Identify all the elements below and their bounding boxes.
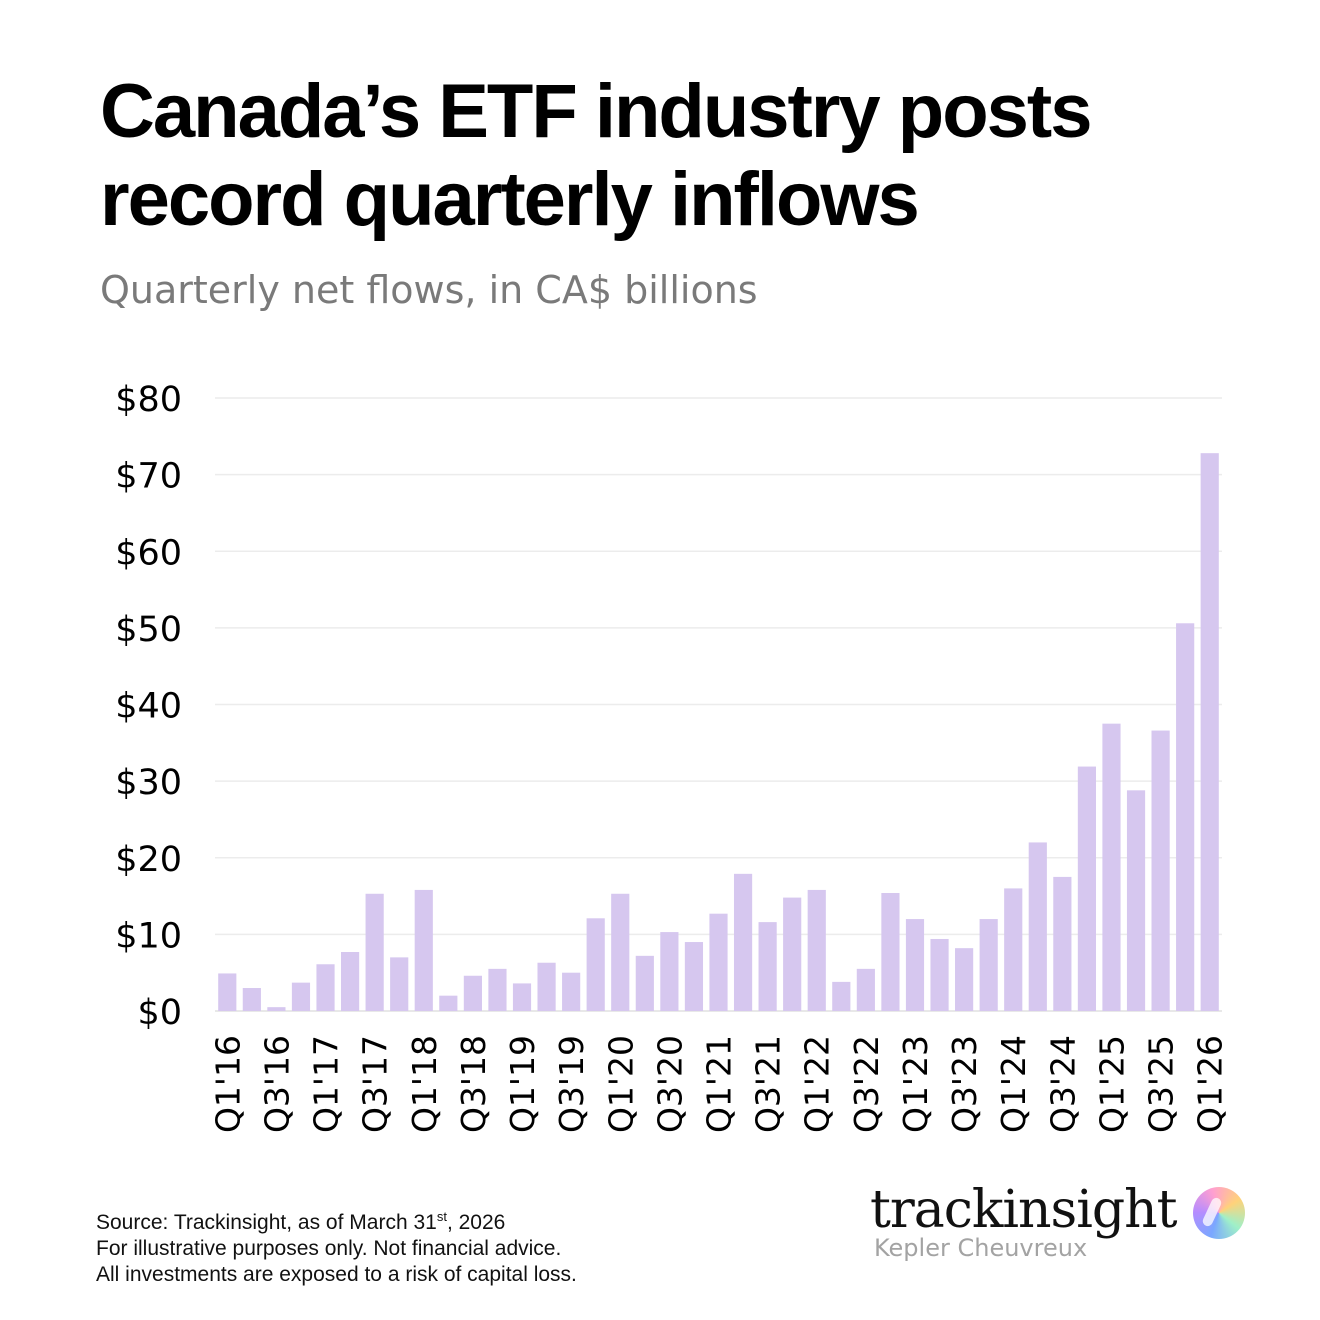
brand-logo-block: trackinsight Kepler Cheuvreux <box>870 1180 1260 1270</box>
y-tick-label: $0 <box>137 993 182 1033</box>
bar <box>905 919 925 1011</box>
bar <box>709 913 728 1011</box>
x-tick-label: Q1'21 <box>700 1035 739 1133</box>
x-tick-label: Q3'19 <box>552 1035 591 1133</box>
bar <box>340 951 360 1011</box>
bar <box>365 893 384 1011</box>
x-tick-label: Q1'19 <box>503 1035 542 1133</box>
bar <box>463 975 482 1011</box>
bar <box>758 922 777 1011</box>
bar <box>1126 790 1146 1011</box>
bar <box>537 962 556 1011</box>
bar <box>684 942 704 1011</box>
bar <box>1102 723 1121 1011</box>
x-tick-label: Q1'23 <box>896 1035 935 1133</box>
bar <box>881 892 900 1011</box>
y-tick-label: $10 <box>115 916 182 956</box>
source-year: , 2026 <box>446 1211 506 1234</box>
bar <box>1077 766 1097 1011</box>
bar <box>832 981 851 1011</box>
bar <box>660 932 679 1011</box>
bar <box>1200 453 1219 1011</box>
bar <box>586 918 605 1011</box>
x-tick-label: Q3'17 <box>356 1035 395 1133</box>
bar <box>979 919 998 1011</box>
bar <box>733 873 753 1011</box>
x-tick-label: Q3'22 <box>847 1035 886 1133</box>
bar <box>856 968 875 1011</box>
x-tick-label: Q3'24 <box>1043 1035 1082 1133</box>
bar <box>218 973 237 1011</box>
y-tick-label: $20 <box>115 840 182 880</box>
disclaimer-line: For illustrative purposes only. Not fina… <box>96 1237 562 1260</box>
bar-chart: $0 $10 $20 $30 $40 $50 $60 $70 $80 Q1'16 Q3'16 Q1'1… <box>115 380 1230 1133</box>
brand-subtitle: Kepler Cheuvreux <box>874 1234 1088 1262</box>
x-tick-label: Q3'16 <box>257 1035 296 1133</box>
bar <box>635 955 654 1011</box>
bar <box>1176 623 1195 1011</box>
bar <box>1151 730 1170 1011</box>
bar <box>611 893 630 1011</box>
x-tick-label: Q1'26 <box>1191 1035 1230 1133</box>
x-tick-label: Q1'25 <box>1092 1035 1131 1133</box>
x-tick-label: Q3'25 <box>1142 1035 1181 1133</box>
y-tick-label: $80 <box>115 380 182 420</box>
bar <box>316 964 335 1011</box>
bar <box>488 968 507 1011</box>
bar <box>390 957 409 1011</box>
date-ordinal: st <box>436 1209 447 1224</box>
x-tick-label: Q1'22 <box>798 1035 837 1133</box>
bar <box>414 889 433 1011</box>
x-tick-label: Q1'24 <box>994 1035 1033 1133</box>
bar <box>291 982 311 1011</box>
x-tick-label: Q1'18 <box>405 1035 444 1133</box>
bar <box>1053 876 1072 1011</box>
chart-subtitle: Quarterly net flows, in CA$ billions <box>100 268 758 312</box>
bar <box>439 995 458 1011</box>
bar <box>1028 842 1047 1011</box>
x-tick-label: Q3'18 <box>454 1035 493 1133</box>
y-tick-label: $30 <box>115 763 182 803</box>
y-tick-label: $60 <box>115 533 182 573</box>
source-line: Source: Trackinsight, as of March 31st, … <box>96 1204 577 1236</box>
x-tick-label: Q1'17 <box>307 1035 346 1133</box>
y-tick-label: $70 <box>115 457 182 497</box>
bar <box>807 889 826 1011</box>
bar <box>1004 888 1023 1011</box>
brand-name: trackinsight <box>870 1180 1177 1240</box>
source-text: Source: Trackinsight, as of March 31 <box>96 1211 437 1234</box>
bar <box>930 938 949 1011</box>
bar <box>242 988 261 1011</box>
y-tick-label: $40 <box>115 687 182 727</box>
y-tick-label: $50 <box>115 610 182 650</box>
x-tick-label: Q1'16 <box>208 1035 247 1133</box>
chart-title: Canada’s ETF industry posts record quart… <box>100 69 1092 242</box>
bar <box>512 983 532 1011</box>
brand-orb-icon <box>1193 1187 1245 1239</box>
bar <box>562 972 581 1011</box>
x-tick-label: Q3'20 <box>650 1035 689 1133</box>
risk-line: All investments are exposed to a risk of… <box>96 1263 577 1286</box>
bar <box>267 1007 286 1011</box>
x-tick-label: Q3'21 <box>749 1035 788 1133</box>
bar <box>955 948 974 1011</box>
x-tick-label: Q1'20 <box>601 1035 640 1133</box>
bar <box>783 897 802 1011</box>
source-footer: Source: Trackinsight, as of March 31st, … <box>96 1204 577 1288</box>
x-tick-label: Q3'23 <box>945 1035 984 1133</box>
